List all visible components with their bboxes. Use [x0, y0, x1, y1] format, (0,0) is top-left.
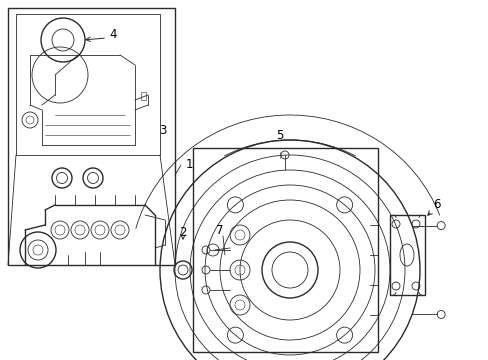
Text: 2: 2	[179, 226, 186, 239]
Bar	[389, 215, 424, 295]
Text: 5: 5	[276, 130, 283, 143]
Text: 3: 3	[159, 123, 166, 136]
Text: 1: 1	[185, 158, 192, 171]
Text: 7: 7	[216, 224, 224, 237]
Bar	[193, 148, 377, 352]
Bar	[141, 92, 146, 100]
Bar	[8, 8, 175, 265]
Text: 4: 4	[109, 28, 117, 41]
Bar	[16, 14, 160, 155]
Text: 6: 6	[432, 198, 440, 211]
